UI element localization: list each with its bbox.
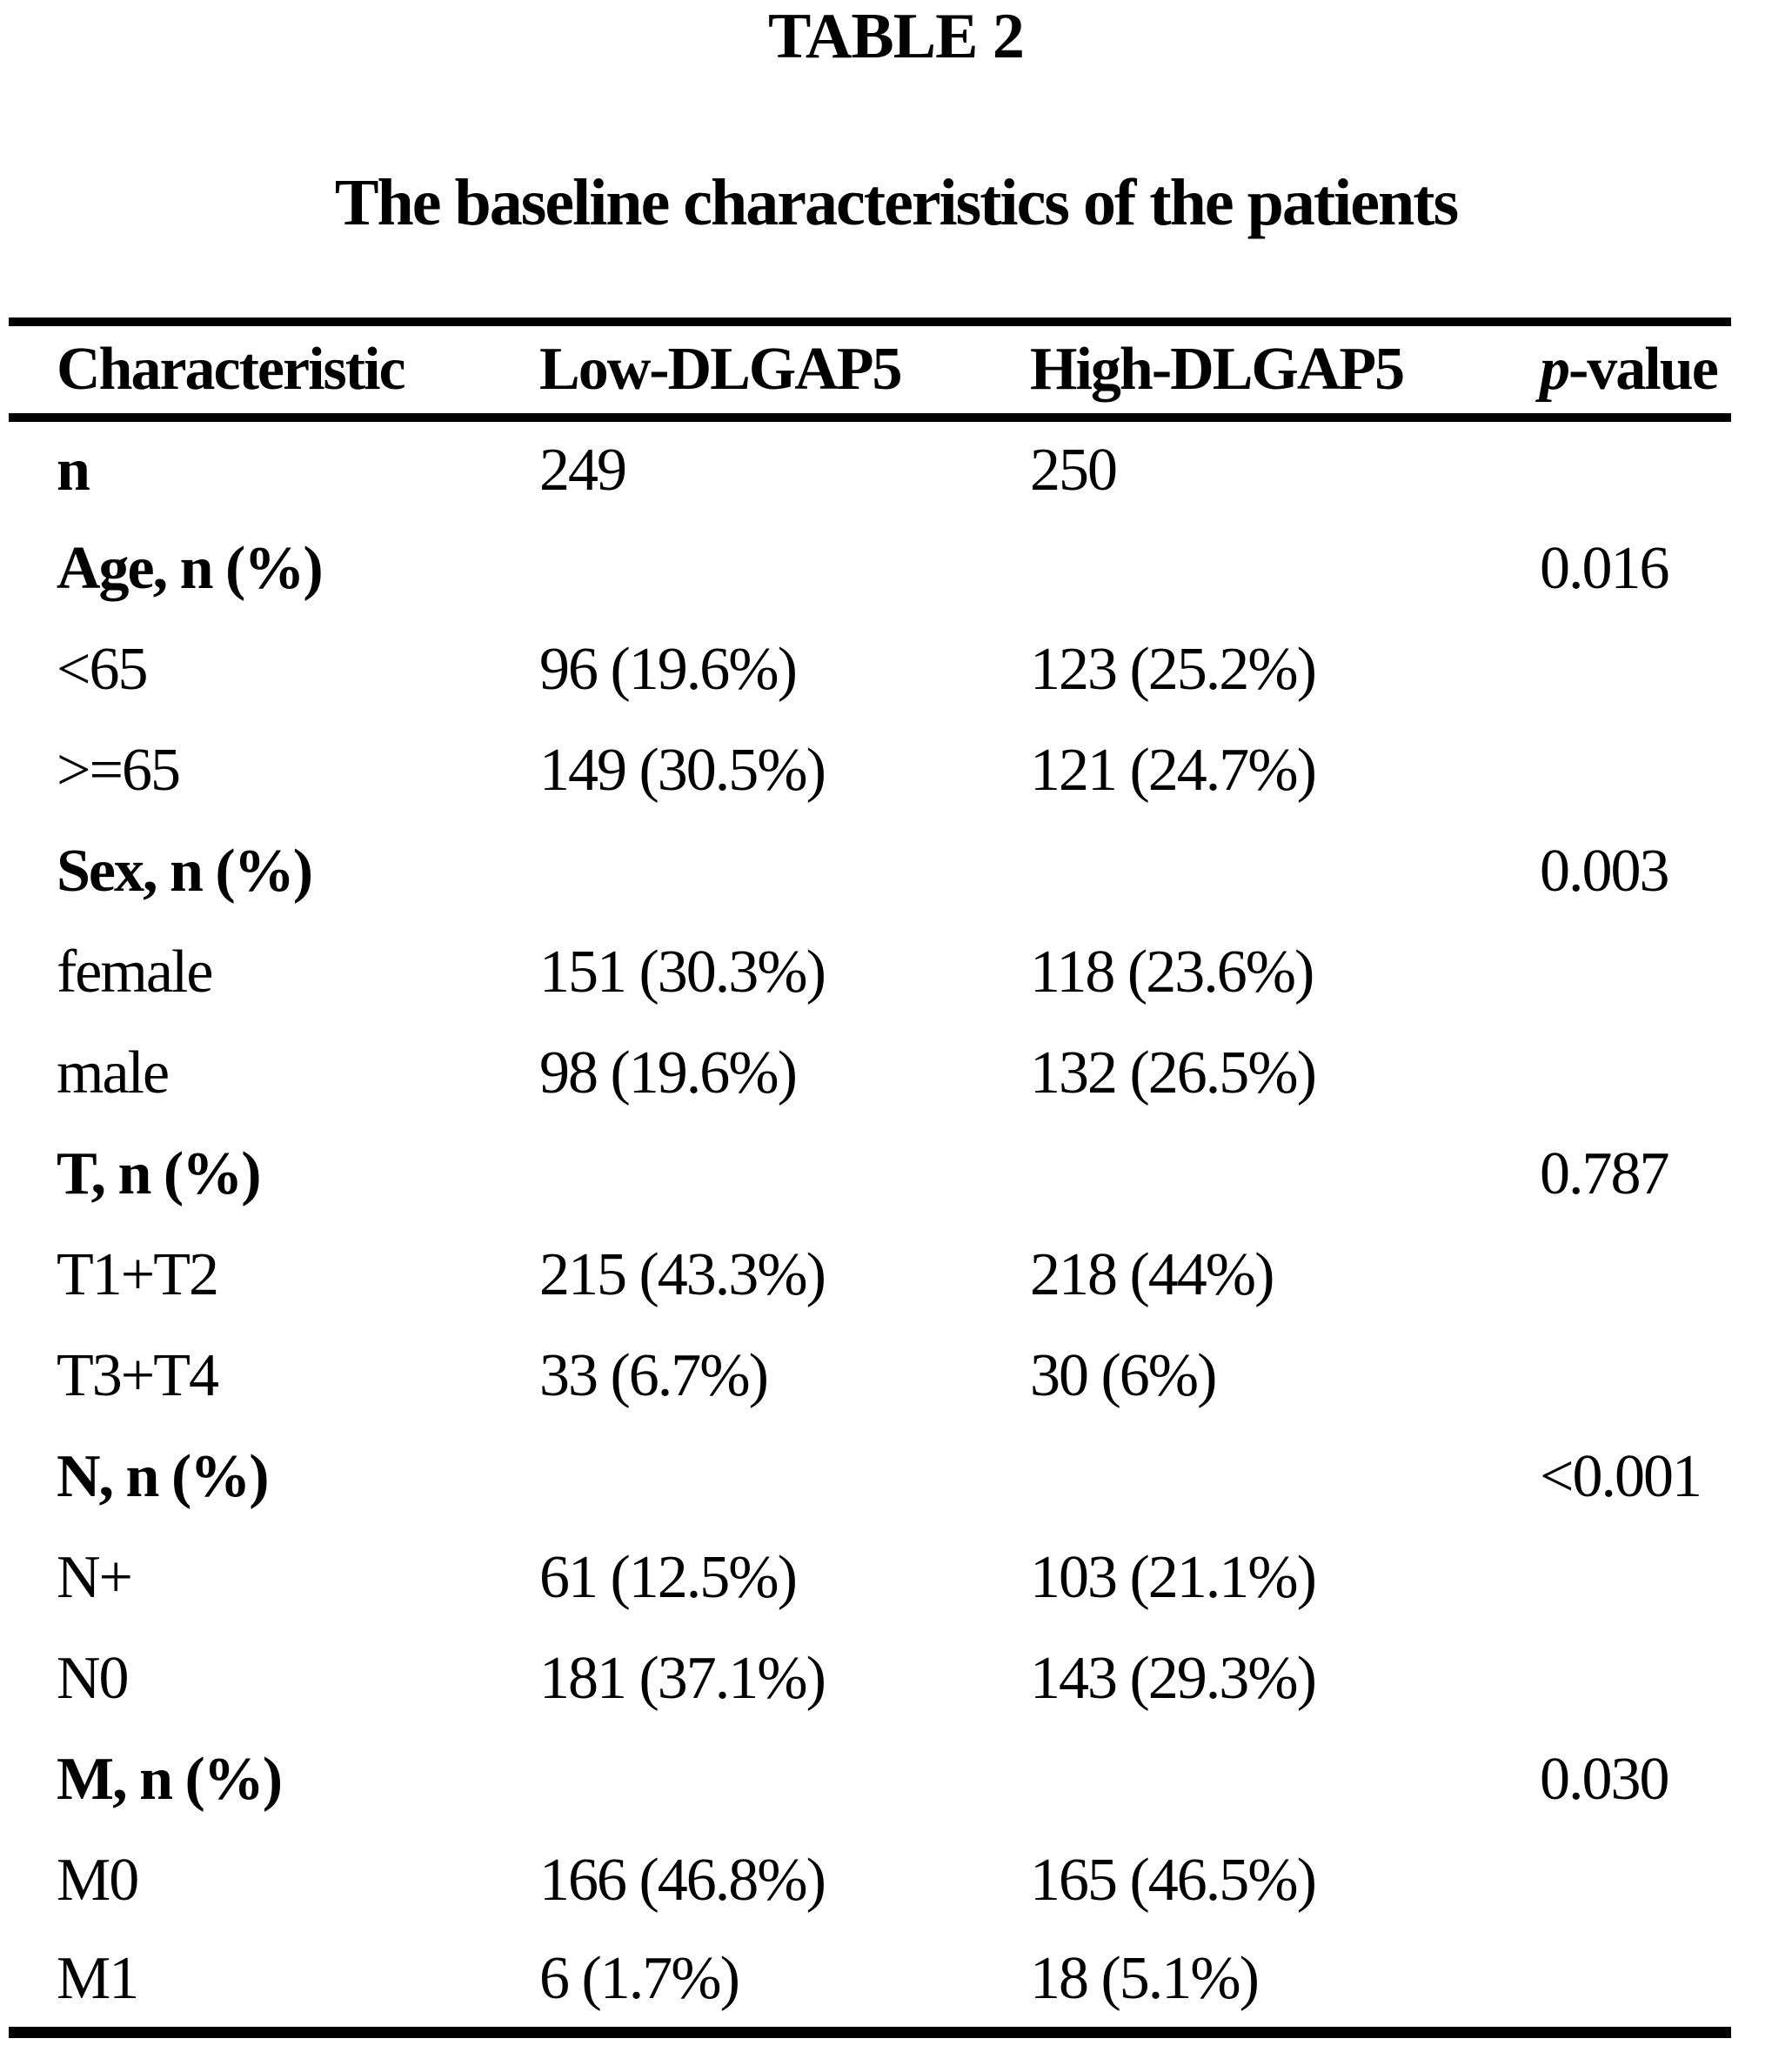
p-value-cell [1492, 418, 1731, 518]
characteristic-label: female [57, 939, 213, 1006]
table-row: male 98 (19.6%) 132 (26.5%) [9, 1023, 1731, 1124]
p-value-cell [1492, 1225, 1731, 1326]
characteristic-label: <65 [57, 636, 148, 703]
characteristic-label: n [57, 436, 90, 504]
p-value-cell: <0.001 [1540, 1443, 1702, 1510]
table-row: T, n (%) 0.787 [9, 1124, 1731, 1225]
high-dlgap5-value: 218 (44%) [1030, 1241, 1274, 1308]
table-row: N+ 61 (12.5%) 103 (21.1%) [9, 1527, 1731, 1628]
table-row: N, n (%) <0.001 [9, 1427, 1731, 1527]
characteristic-label: Age, n (%) [57, 535, 324, 602]
p-value-cell [1492, 720, 1731, 821]
characteristic-label: N, n (%) [57, 1443, 270, 1510]
table-row: M, n (%) 0.030 [9, 1729, 1731, 1830]
low-dlgap5-value [491, 1729, 982, 1830]
p-value-cell [1492, 1830, 1731, 1931]
header-row: Characteristic Low-DLGAP5 High-DLGAP5 p-… [9, 322, 1731, 418]
low-dlgap5-value: 249 [539, 436, 627, 504]
table-row: female 151 (30.3%) 118 (23.6%) [9, 922, 1731, 1023]
characteristic-label: M, n (%) [57, 1746, 283, 1813]
table-body: n 249 250 Age, n (%) 0.016 <65 96 (19.6%… [9, 418, 1731, 2032]
p-value-cell [1492, 1326, 1731, 1427]
low-dlgap5-value [491, 518, 982, 619]
characteristic-label: N0 [57, 1645, 130, 1712]
p-value-italic-p: p [1540, 336, 1570, 403]
high-dlgap5-value [982, 1124, 1492, 1225]
high-dlgap5-value [982, 1729, 1492, 1830]
table-row: T3+T4 33 (6.7%) 30 (6%) [9, 1326, 1731, 1427]
p-value-cell: 0.030 [1540, 1746, 1670, 1813]
p-value-cell [1492, 922, 1731, 1023]
high-dlgap5-value [982, 821, 1492, 922]
high-dlgap5-value: 132 (26.5%) [1030, 1039, 1317, 1106]
high-dlgap5-value: 118 (23.6%) [1030, 939, 1314, 1006]
table-row: T1+T2 215 (43.3%) 218 (44%) [9, 1225, 1731, 1326]
baseline-characteristics-table: Characteristic Low-DLGAP5 High-DLGAP5 p-… [9, 317, 1731, 2038]
high-dlgap5-value: 103 (21.1%) [1030, 1544, 1317, 1611]
low-dlgap5-value: 149 (30.5%) [539, 737, 826, 804]
p-value-rest: -value [1568, 336, 1719, 403]
p-value-cell [1492, 1628, 1731, 1729]
high-dlgap5-value: 165 (46.5%) [1030, 1847, 1317, 1914]
low-dlgap5-value: 96 (19.6%) [539, 636, 798, 703]
column-header-characteristic: Characteristic [57, 336, 406, 403]
p-value-cell: 0.003 [1540, 838, 1670, 905]
p-value-cell: 0.787 [1540, 1140, 1670, 1207]
table-row: Age, n (%) 0.016 [9, 518, 1731, 619]
low-dlgap5-value: 215 (43.3%) [539, 1241, 826, 1308]
high-dlgap5-value: 143 (29.3%) [1030, 1645, 1317, 1712]
table-row: >=65 149 (30.5%) 121 (24.7%) [9, 720, 1731, 821]
low-dlgap5-value: 33 (6.7%) [539, 1342, 769, 1409]
low-dlgap5-value: 166 (46.8%) [539, 1847, 826, 1914]
table-row: N0 181 (37.1%) 143 (29.3%) [9, 1628, 1731, 1729]
p-value-cell: 0.016 [1540, 535, 1670, 602]
high-dlgap5-value: 18 (5.1%) [1030, 1944, 1260, 2012]
column-header-high-dlgap5: High-DLGAP5 [1030, 336, 1405, 403]
table-caption: The baseline characteristics of the pati… [334, 166, 1459, 239]
p-value-cell [1492, 619, 1731, 720]
table-row: n 249 250 [9, 418, 1731, 518]
p-value-cell [1492, 1931, 1731, 2032]
low-dlgap5-value [491, 1124, 982, 1225]
high-dlgap5-value: 250 [1030, 436, 1118, 504]
low-dlgap5-value: 181 (37.1%) [539, 1645, 826, 1712]
table-row: M1 6 (1.7%) 18 (5.1%) [9, 1931, 1731, 2032]
characteristic-label: M1 [57, 1944, 139, 2012]
characteristic-label: Sex, n (%) [57, 838, 313, 905]
characteristic-label: male [57, 1039, 170, 1106]
low-dlgap5-value [491, 821, 982, 922]
low-dlgap5-value: 98 (19.6%) [539, 1039, 798, 1106]
high-dlgap5-value [982, 518, 1492, 619]
characteristic-label: T, n (%) [57, 1140, 262, 1207]
table-row: M0 166 (46.8%) 165 (46.5%) [9, 1830, 1731, 1931]
table-number-title: TABLE 2 [768, 1, 1025, 72]
characteristic-label: N+ [57, 1544, 133, 1611]
high-dlgap5-value: 30 (6%) [1030, 1342, 1217, 1409]
low-dlgap5-value [491, 1427, 982, 1527]
characteristic-label: M0 [57, 1847, 139, 1914]
low-dlgap5-value: 151 (30.3%) [539, 939, 826, 1006]
low-dlgap5-value: 6 (1.7%) [539, 1944, 740, 2012]
characteristic-label: T3+T4 [57, 1342, 219, 1409]
table-header: Characteristic Low-DLGAP5 High-DLGAP5 p-… [9, 322, 1731, 418]
high-dlgap5-value: 121 (24.7%) [1030, 737, 1317, 804]
characteristic-label: >=65 [57, 737, 181, 804]
table-row: Sex, n (%) 0.003 [9, 821, 1731, 922]
p-value-cell [1492, 1023, 1731, 1124]
p-value-cell [1492, 1527, 1731, 1628]
table-row: <65 96 (19.6%) 123 (25.2%) [9, 619, 1731, 720]
column-header-low-dlgap5: Low-DLGAP5 [539, 336, 903, 403]
high-dlgap5-value: 123 (25.2%) [1030, 636, 1317, 703]
column-header-p-value: p-value [1492, 322, 1731, 418]
high-dlgap5-value [982, 1427, 1492, 1527]
characteristic-label: T1+T2 [57, 1241, 219, 1308]
low-dlgap5-value: 61 (12.5%) [539, 1544, 798, 1611]
